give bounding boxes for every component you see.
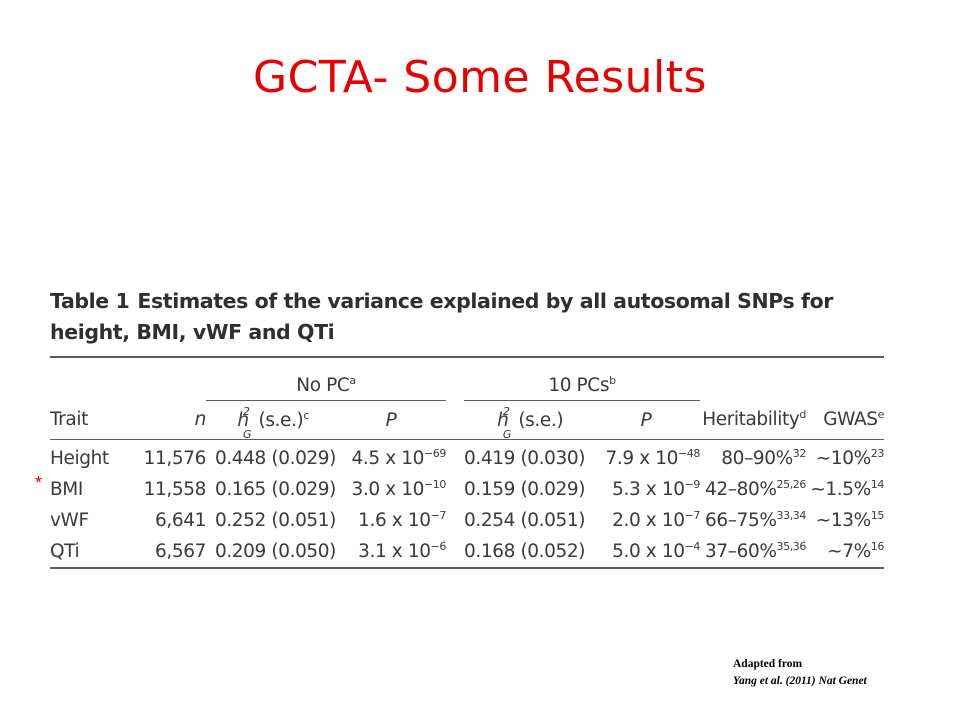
table-caption: Table 1 Estimates of the variance explain…	[50, 286, 884, 348]
cell-h2g-nopc: 0.448 (0.029)	[214, 448, 336, 469]
cell-h2g-10pcs: 0.254 (0.051)	[464, 510, 586, 531]
cell-trait: BMI	[50, 479, 83, 500]
bmi-asterisk-marker: *	[35, 473, 43, 493]
cell-heritability: 66–75%33,34	[704, 509, 806, 531]
table-row: Height 11,576 0.448 (0.029) 4.5 x 10−69 …	[50, 440, 884, 475]
results-table: Table 1 Estimates of the variance explain…	[50, 286, 884, 569]
cell-p-nopc: 3.1 x 10−6	[358, 540, 446, 562]
group-header-row: No PCa 10 PCsb	[50, 357, 884, 401]
cell-p-nopc: 4.5 x 10−69	[351, 447, 447, 469]
source-attribution: Adapted from Yang et al. (2011) Nat Gene…	[733, 656, 867, 690]
table-row: vWF 6,641 0.252 (0.051) 1.6 x 10−7 0.254…	[50, 505, 884, 536]
table-row: QTi 6,567 0.209 (0.050) 3.1 x 10−6 0.168…	[50, 536, 884, 568]
cell-n: 11,558	[143, 479, 207, 500]
cell-n: 6,641	[155, 510, 206, 531]
cell-gwas: ~13%15	[815, 509, 885, 531]
cell-gwas: ~7%16	[827, 540, 884, 562]
cell-p-10pcs: 2.0 x 10−7	[612, 509, 700, 531]
table-row: BMI 11,558 0.165 (0.029) 3.0 x 10−10 0.1…	[50, 474, 884, 505]
cell-n: 11,576	[143, 448, 207, 469]
cell-heritability: 42–80%25,26	[704, 478, 806, 500]
cell-p-nopc: 3.0 x 10−10	[351, 478, 447, 500]
attribution-line-1: Adapted from	[733, 658, 803, 670]
table-caption-text: Estimates of the variance explained by a…	[50, 289, 833, 344]
group-header-nopc: No PCa	[206, 357, 446, 401]
cell-gwas: ~10%23	[815, 447, 885, 469]
cell-trait: vWF	[50, 510, 89, 531]
slide-title: GCTA- Some Results	[253, 52, 707, 103]
cell-gwas: ~1.5%14	[810, 478, 884, 500]
table-label: Table 1	[50, 289, 130, 313]
cell-p-10pcs: 5.0 x 10−4	[612, 540, 700, 562]
cell-trait: QTi	[50, 541, 80, 562]
cell-h2g-10pcs: 0.168 (0.052)	[464, 541, 586, 562]
cell-p-nopc: 1.6 x 10−7	[358, 509, 446, 531]
cell-h2g-10pcs: 0.419 (0.030)	[464, 448, 586, 469]
cell-h2g-nopc: 0.252 (0.051)	[214, 510, 336, 531]
col-header-trait: Trait	[50, 400, 126, 440]
group-header-10pcs: 10 PCsb	[464, 357, 700, 401]
col-header-p1: P	[336, 400, 446, 440]
cell-heritability: 37–60%35,36	[704, 540, 806, 562]
cell-h2g-10pcs: 0.159 (0.029)	[464, 479, 586, 500]
attribution-line-2: Yang et al. (2011) Nat Genet	[733, 675, 867, 687]
cell-n: 6,567	[155, 541, 206, 562]
cell-p-10pcs: 5.3 x 10−9	[612, 478, 700, 500]
cell-h2g-nopc: 0.209 (0.050)	[214, 541, 336, 562]
cell-h2g-nopc: 0.165 (0.029)	[214, 479, 336, 500]
col-header-n: n	[126, 400, 206, 440]
cell-p-10pcs: 7.9 x 10−48	[605, 447, 701, 469]
col-header-heritability: Heritabilityd	[700, 400, 806, 440]
col-header-gwas: GWASe	[806, 400, 884, 440]
cell-trait: Height	[50, 448, 109, 469]
col-header-p2: P	[592, 400, 700, 440]
cell-heritability: 80–90%32	[721, 447, 806, 469]
